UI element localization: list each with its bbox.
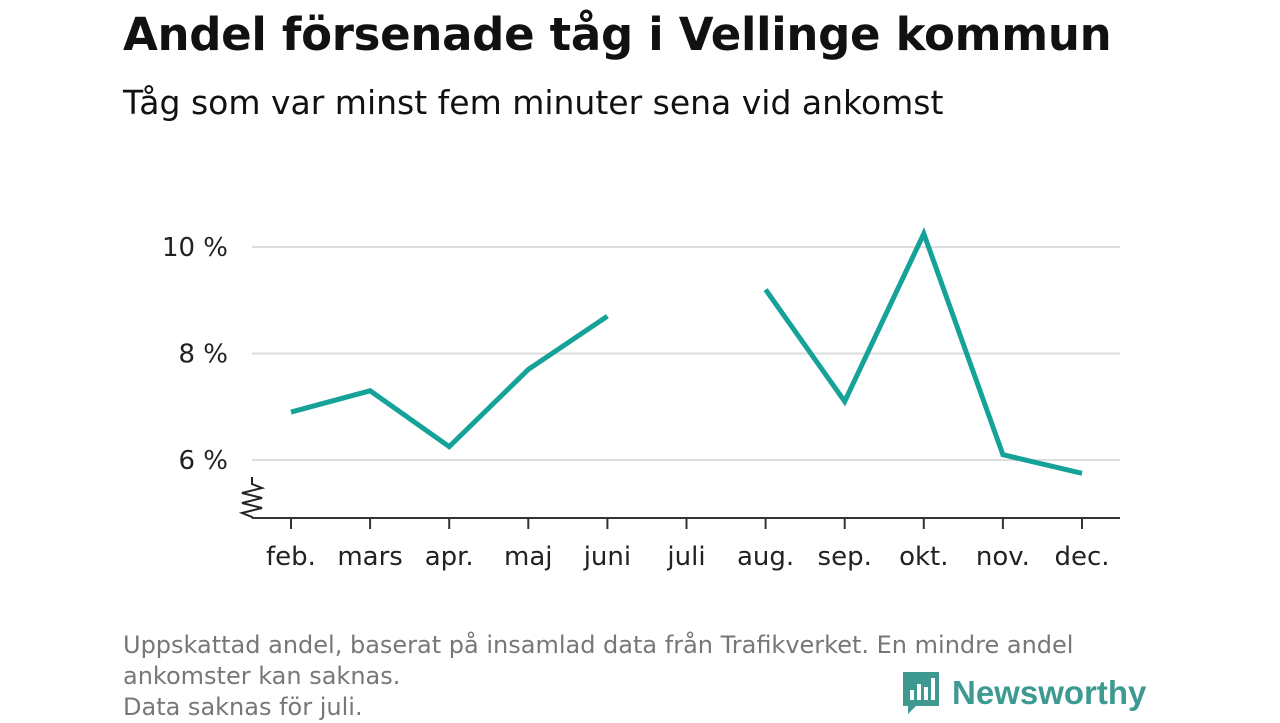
footnote-line-1: Uppskattad andel, baserat på insamlad da… bbox=[123, 630, 1163, 661]
y-tick-label: 6 % bbox=[178, 446, 228, 476]
x-tick-label: aug. bbox=[737, 542, 794, 572]
x-tick-label: dec. bbox=[1054, 542, 1109, 572]
gridlines bbox=[252, 247, 1120, 460]
bar-chart-speech-bubble-icon bbox=[900, 668, 942, 718]
series-line-segment bbox=[291, 316, 607, 446]
x-tick-label: juli bbox=[666, 542, 705, 572]
x-tick-label: maj bbox=[504, 542, 552, 572]
y-tick-label: 10 % bbox=[162, 233, 228, 263]
axis-break-icon bbox=[242, 477, 262, 518]
x-tick-label: apr. bbox=[425, 542, 474, 572]
x-tick-label: nov. bbox=[976, 542, 1030, 572]
x-tick-label: mars bbox=[337, 542, 403, 572]
x-tick-label: okt. bbox=[899, 542, 948, 572]
x-tick-label: feb. bbox=[266, 542, 316, 572]
x-axis-ticks: feb. mars apr. maj juni juli aug. sep. okt. nov. d… bbox=[266, 518, 1109, 572]
brand-logo: Newsworthy bbox=[900, 668, 1146, 718]
y-tick-label: 8 % bbox=[178, 340, 228, 370]
brand-name: Newsworthy bbox=[952, 674, 1146, 712]
y-axis-ticks: 6 % 8 % 10 % bbox=[162, 233, 228, 476]
x-tick-label: sep. bbox=[818, 542, 872, 572]
x-tick-label: juni bbox=[583, 542, 631, 572]
x-axis bbox=[242, 477, 1120, 518]
